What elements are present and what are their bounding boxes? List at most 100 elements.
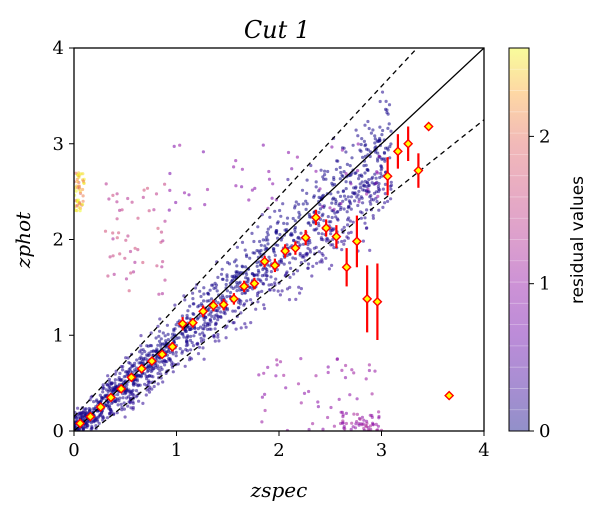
scatter-point-860 (291, 256, 295, 260)
scatter-point-1582 (124, 277, 129, 281)
scatter-point-1730 (339, 410, 343, 414)
scatter-point-1643 (326, 365, 330, 369)
scatter-point-617 (331, 228, 335, 232)
scatter-point-1006 (269, 225, 273, 229)
scatter-point-1321 (165, 360, 169, 364)
scatter-point-744 (180, 349, 185, 353)
median-marker-30 (382, 171, 393, 182)
scatter-point-1041 (138, 350, 142, 354)
scatter-point-5 (163, 334, 167, 338)
scatter-point-1507 (140, 351, 144, 356)
scatter-point-920 (273, 253, 277, 257)
scatter-point-1734 (168, 171, 172, 176)
scatter-point-693 (147, 390, 152, 394)
median-marker-3 (105, 392, 116, 403)
scatter-point-1476 (291, 216, 295, 221)
scatter-point-855 (340, 239, 344, 244)
scatter-point-1518 (329, 405, 333, 410)
scatter-point-955 (389, 183, 394, 187)
median-marker-16 (239, 281, 250, 292)
scatter-point-124 (293, 257, 298, 261)
scatter-point-1264 (146, 364, 150, 368)
scatter-point-595 (332, 246, 336, 250)
scatter-point-876 (267, 255, 271, 259)
scatter-point-1111 (156, 343, 160, 347)
scatter-point-358 (125, 383, 129, 387)
scatter-point-1325 (381, 205, 385, 209)
scatter-point-516 (357, 189, 361, 193)
scatter-point-1411 (174, 350, 178, 354)
scatter-point-1233 (191, 297, 195, 301)
scatter-point-1003 (155, 347, 159, 351)
scatter-point-671 (287, 298, 292, 302)
scatter-point-732 (122, 407, 126, 411)
scatter-point-363 (305, 202, 309, 206)
scatter-point-1677 (163, 182, 167, 186)
scatter-point-373 (256, 300, 260, 304)
scatter-point-1586 (75, 203, 80, 207)
scatter-point-31 (346, 223, 350, 227)
median-marker-24 (321, 223, 332, 233)
scatter-point-118 (344, 180, 348, 184)
scatter-point-1313 (151, 375, 155, 379)
scatter-point-1198 (363, 123, 367, 127)
scatter-point-1647 (152, 208, 156, 212)
scatter-point-1752 (160, 265, 164, 269)
scatter-point-305 (368, 248, 372, 252)
scatter-point-296 (145, 344, 149, 348)
median-marker-17 (249, 278, 260, 289)
scatter-point-474 (205, 299, 209, 303)
median-marker-34 (423, 121, 434, 132)
scatter-point-1528 (263, 408, 267, 413)
scatter-point-1693 (307, 427, 311, 431)
scatter-point-1407 (125, 396, 129, 400)
scatter-point-1543 (316, 405, 320, 409)
scatter-point-1628 (284, 386, 288, 390)
scatter-point-931 (375, 199, 379, 204)
scatter-point-1498 (318, 260, 322, 264)
scatter-point-506 (373, 172, 377, 176)
median-marker-8 (157, 349, 168, 360)
scatter-point-567 (161, 360, 165, 364)
median-marker-2 (95, 402, 106, 413)
scatter-point-1516 (81, 199, 85, 203)
scatter-point-1484 (341, 199, 345, 203)
scatter-point-1305 (157, 339, 162, 343)
scatter-point-1440 (213, 323, 218, 327)
scatter-point-1736 (77, 173, 81, 177)
x-tick-label-1: 1 (171, 440, 182, 461)
scatter-point-1176 (374, 176, 378, 180)
scatter-point-1743 (299, 357, 303, 361)
scatter-point-800 (131, 388, 135, 392)
scatter-point-1595 (370, 413, 374, 418)
scatter-point-1285 (260, 213, 264, 217)
scatter-point-627 (113, 381, 117, 385)
scatter-point-1149 (301, 242, 305, 246)
scatter-point-496 (248, 256, 252, 260)
scatter-point-540 (130, 363, 134, 367)
median-marker-31 (392, 146, 403, 157)
scatter-point-1042 (299, 231, 303, 235)
scatter-point-1214 (265, 274, 269, 278)
scatter-point-1607 (108, 255, 112, 259)
scatter-point-657 (185, 339, 189, 343)
scatter-point-1409 (264, 238, 268, 242)
scatter-point-1697 (163, 278, 167, 282)
scatter-point-378 (386, 199, 390, 203)
scatter-point-1069 (209, 311, 213, 315)
median-marker-22 (300, 232, 311, 243)
scatter-point-493 (360, 180, 364, 184)
scatter-point-1631 (74, 208, 78, 212)
scatter-point-1432 (361, 201, 365, 205)
scatter-point-1739 (240, 185, 244, 189)
scatter-point-566 (173, 303, 177, 307)
median-marker-5 (126, 372, 137, 383)
scatter-point-1532 (111, 237, 115, 241)
y-tick-label-2: 2 (53, 230, 64, 251)
scatter-point-406 (216, 335, 220, 339)
scatter-point-665 (107, 377, 111, 381)
scatter-point-454 (306, 246, 310, 250)
scatter-point-1514 (232, 165, 236, 169)
scatter-point-1637 (118, 208, 122, 212)
colorbar-tick-label-2: 2 (539, 126, 550, 147)
